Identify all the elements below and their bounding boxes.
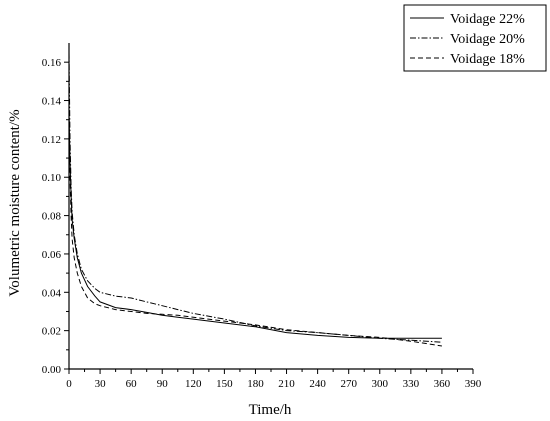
x-tick-label: 360 — [434, 378, 451, 390]
legend-label: Voidage 22% — [450, 12, 525, 27]
x-tick-label: 0 — [66, 378, 72, 390]
x-tick-label: 150 — [216, 378, 233, 390]
x-tick-label: 30 — [95, 378, 107, 390]
x-tick-label: 270 — [340, 378, 357, 390]
series-line — [68, 119, 442, 347]
x-tick-label: 180 — [247, 378, 264, 390]
x-tick-label: 60 — [126, 378, 138, 390]
axes: 0 30 60 90 120 150 180 210 240 270 300 330 360 390 0.0… — [42, 43, 482, 390]
legend-label: Voidage 18% — [450, 52, 525, 67]
legend: Voidage 22% Voidage 20% Voidage 18% — [403, 4, 547, 72]
y-tick-label: 0.12 — [42, 134, 61, 146]
y-tick-label: 0.16 — [42, 57, 62, 69]
y-tick-label: 0.08 — [42, 211, 62, 223]
legend-box — [403, 4, 547, 72]
x-tick-label: 240 — [309, 378, 326, 390]
y-axis-label: Volumetric moisture content/% — [7, 109, 23, 296]
series-line — [68, 110, 442, 339]
series-line — [68, 52, 442, 343]
x-tick-label: 390 — [465, 378, 482, 390]
x-tick-label: 90 — [157, 378, 169, 390]
y-tick-label: 0.00 — [42, 364, 62, 376]
x-tick-label: 120 — [185, 378, 202, 390]
x-axis-label: Time/h — [249, 402, 292, 418]
y-tick-label: 0.04 — [42, 287, 62, 299]
legend-label: Voidage 20% — [450, 32, 525, 47]
x-tick-label: 300 — [372, 378, 389, 390]
y-tick-label: 0.06 — [42, 249, 62, 261]
series-group — [68, 52, 442, 347]
y-tick-label: 0.02 — [42, 326, 61, 338]
x-tick-label: 210 — [278, 378, 295, 390]
x-tick-label: 330 — [403, 378, 420, 390]
y-tick-label: 0.10 — [42, 172, 62, 184]
y-tick-label: 0.14 — [42, 96, 62, 108]
